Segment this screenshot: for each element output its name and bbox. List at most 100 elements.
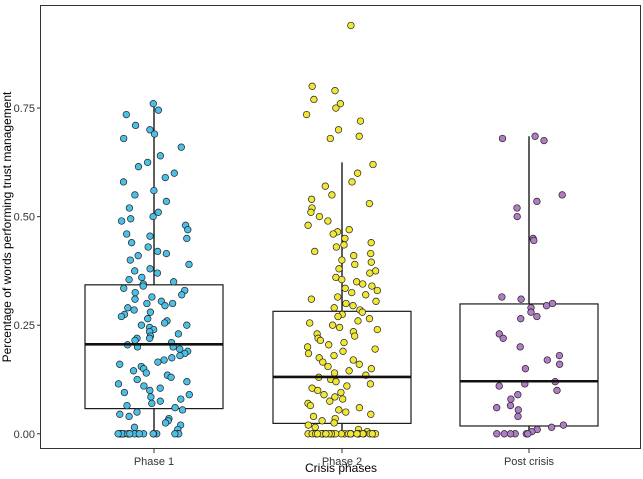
data-point-phase-2 — [338, 256, 346, 264]
data-point-phase-1 — [114, 430, 122, 438]
data-point-phase-1 — [125, 275, 133, 284]
data-point-phase-1 — [131, 191, 139, 199]
data-point-phase-1 — [178, 291, 186, 299]
data-point-phase-2 — [367, 239, 375, 247]
data-point-phase-2 — [347, 21, 355, 30]
data-point-post-crisis — [530, 236, 538, 245]
data-point-phase-2 — [309, 412, 318, 421]
data-point-phase-2 — [332, 243, 341, 251]
y-tick-label: 0.25 — [14, 320, 35, 332]
data-point-phase-1 — [140, 382, 148, 390]
data-point-phase-1 — [150, 186, 158, 195]
box-post-crisis — [459, 303, 599, 427]
data-point-phase-1 — [133, 408, 141, 416]
data-point-phase-2 — [339, 395, 347, 403]
data-point-post-crisis — [547, 423, 556, 431]
data-point-phase-1 — [183, 234, 191, 243]
data-point-phase-1 — [149, 100, 157, 108]
data-point-post-crisis — [500, 430, 508, 438]
points-layer — [114, 21, 568, 438]
data-point-phase-1 — [130, 423, 139, 431]
y-tick-label: 0.00 — [14, 429, 35, 441]
data-point-phase-2 — [345, 367, 353, 375]
data-point-phase-2 — [306, 319, 314, 327]
data-point-phase-1 — [137, 321, 146, 329]
data-point-phase-1 — [135, 430, 143, 438]
data-point-phase-2 — [338, 275, 346, 284]
data-point-phase-1 — [171, 430, 179, 438]
data-point-phase-1 — [171, 404, 179, 412]
data-point-post-crisis — [514, 406, 522, 414]
data-point-phase-1 — [153, 247, 162, 256]
data-point-phase-2 — [369, 160, 377, 169]
data-point-phase-2 — [339, 347, 347, 355]
data-point-phase-1 — [117, 217, 126, 225]
medians-layer — [85, 343, 598, 383]
data-point-post-crisis — [521, 365, 530, 373]
data-point-phase-2 — [342, 408, 350, 416]
data-point-phase-1 — [178, 406, 187, 414]
data-point-phase-2 — [343, 382, 351, 390]
data-point-phase-2 — [368, 430, 376, 438]
data-point-phase-1 — [131, 295, 139, 303]
data-point-phase-1 — [126, 430, 134, 438]
data-point-phase-2 — [331, 87, 339, 95]
data-point-phase-2 — [340, 241, 348, 249]
data-point-phase-2 — [336, 100, 345, 108]
data-point-phase-1 — [116, 360, 124, 368]
data-point-phase-2 — [304, 221, 312, 229]
data-point-phase-1 — [124, 304, 132, 312]
data-point-phase-2 — [328, 321, 337, 329]
data-point-post-crisis — [555, 351, 564, 360]
data-point-phase-2 — [358, 308, 366, 316]
data-point-phase-1 — [147, 393, 155, 401]
data-point-phase-1 — [134, 163, 143, 171]
data-point-phase-2 — [335, 323, 344, 332]
data-point-phase-1 — [130, 306, 138, 314]
data-point-post-crisis — [558, 191, 566, 199]
data-point-phase-2 — [341, 234, 349, 243]
data-point-phase-2 — [340, 338, 348, 347]
data-point-phase-1 — [168, 354, 176, 362]
data-point-phase-2 — [307, 195, 316, 203]
data-point-post-crisis — [533, 312, 541, 321]
data-point-phase-1 — [146, 265, 154, 273]
data-point-phase-1 — [120, 284, 128, 292]
data-point-phase-2 — [362, 291, 370, 299]
data-point-phase-1 — [126, 256, 134, 264]
data-point-phase-1 — [153, 269, 162, 277]
data-point-phase-2 — [334, 126, 343, 134]
data-point-phase-1 — [125, 204, 134, 212]
data-point-post-crisis — [553, 386, 561, 395]
data-point-phase-1 — [114, 380, 123, 388]
data-point-phase-1 — [125, 412, 133, 421]
data-point-post-crisis — [493, 404, 501, 412]
data-point-phase-1 — [146, 126, 154, 134]
data-point-phase-2 — [318, 417, 326, 425]
data-point-phase-2 — [353, 430, 361, 438]
data-point-phase-2 — [335, 265, 343, 273]
data-point-phase-1 — [123, 230, 131, 238]
data-point-phase-2 — [359, 280, 367, 288]
data-point-post-crisis — [543, 356, 551, 364]
data-point-phase-1 — [149, 212, 157, 221]
data-point-phase-1 — [127, 215, 135, 223]
data-point-post-crisis — [559, 421, 568, 429]
x-tick-label-phase-1: Phase 1 — [134, 456, 174, 468]
y-tick-label: 0.50 — [14, 212, 35, 224]
data-point-phase-2 — [373, 325, 381, 334]
data-point-phase-2 — [353, 169, 362, 177]
data-point-post-crisis — [498, 134, 507, 143]
data-point-phase-1 — [146, 386, 154, 395]
data-point-phase-1 — [144, 243, 152, 251]
data-point-phase-2 — [354, 317, 362, 325]
data-point-phase-2 — [326, 134, 334, 143]
data-point-phase-1 — [146, 308, 155, 316]
data-point-phase-1 — [174, 330, 183, 338]
data-point-post-crisis — [506, 401, 515, 410]
data-point-phase-2 — [307, 208, 315, 216]
data-point-phase-2 — [329, 230, 337, 238]
data-point-phase-2 — [348, 288, 356, 297]
data-point-phase-2 — [366, 269, 374, 277]
y-tick-label: 0.75 — [14, 103, 35, 115]
